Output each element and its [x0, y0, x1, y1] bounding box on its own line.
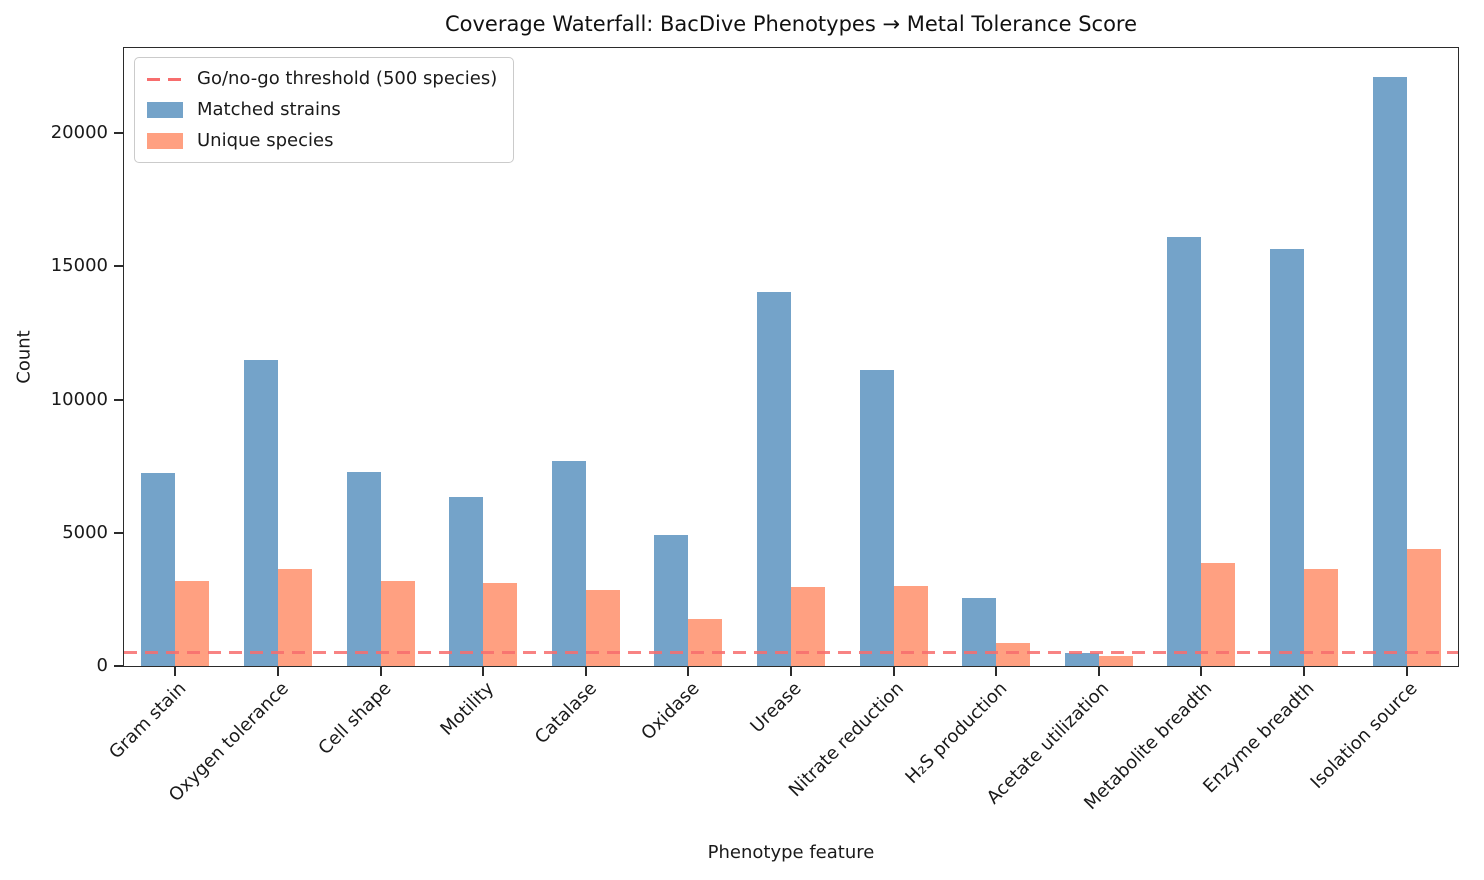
bar-matched-strains: [1270, 249, 1304, 666]
legend-label-unique-species: Unique species: [197, 130, 334, 151]
bar-unique-species: [585, 590, 620, 666]
threshold-line: [124, 651, 1458, 655]
bar-matched-strains: [243, 359, 278, 666]
y-tick-label: 10000: [50, 388, 108, 410]
y-tick-label: 15000: [50, 255, 108, 277]
bar-group: Gram stain: [105, 48, 227, 763]
bar-matched-strains: [1372, 77, 1407, 666]
legend-item-unique-species: Unique species: [147, 130, 497, 152]
bar-group: Nitrate reduction: [785, 48, 945, 801]
x-tick-label: Cell shape: [314, 678, 396, 760]
x-tick-label: Enzyme breadth: [1199, 678, 1319, 798]
y-tick-mark: [114, 665, 123, 667]
x-tick-mark: [1200, 667, 1203, 676]
y-tick-mark: [114, 531, 123, 534]
bar-matched-strains: [756, 291, 791, 666]
bar-group: Isolation source: [1306, 48, 1458, 793]
bar-matched-strains: [1167, 237, 1202, 666]
x-tick-label: Gram stain: [104, 678, 191, 764]
matched-strains-swatch: [147, 102, 183, 118]
y-tick-label: 20000: [50, 122, 108, 144]
bar-unique-species: [688, 619, 723, 666]
x-tick-label: Oxidase: [636, 678, 704, 745]
x-tick-mark: [584, 667, 587, 676]
bar-matched-strains: [141, 472, 176, 666]
x-tick-label: Motility: [436, 678, 498, 740]
y-tick-mark: [114, 265, 123, 268]
bar-group: Acetate utilization: [983, 48, 1150, 808]
x-tick-mark: [789, 667, 792, 676]
bar-group: Catalase: [530, 48, 637, 748]
x-tick-mark: [174, 667, 177, 676]
bar-matched-strains: [1064, 653, 1099, 666]
legend: Go/no-go threshold (500 species) Matched…: [134, 57, 515, 163]
y-tick-mark: [114, 132, 123, 135]
bar-group: Metabolite breadth: [1080, 48, 1253, 814]
bar-matched-strains: [654, 535, 689, 666]
unique-species-swatch: [147, 133, 183, 149]
x-tick-label: Catalase: [530, 678, 601, 749]
x-tick-mark: [276, 667, 279, 676]
bar-matched-strains: [859, 370, 894, 666]
x-tick-mark: [892, 667, 895, 676]
x-tick-label: Nitrate reduction: [785, 678, 909, 802]
threshold-line-swatch: [147, 77, 183, 81]
chart-title: Coverage Waterfall: BacDive Phenotypes →…: [444, 12, 1138, 36]
bar-unique-species: [1201, 563, 1236, 666]
bar-unique-species: [790, 587, 825, 666]
y-tick-label: 0: [96, 655, 108, 676]
bar-unique-species: [996, 643, 1031, 666]
bar-matched-strains: [449, 496, 484, 666]
y-tick-label: 5000: [62, 521, 108, 543]
x-tick-mark: [1405, 667, 1408, 676]
bar-matched-strains: [962, 598, 997, 666]
legend-label-threshold: Go/no-go threshold (500 species): [197, 68, 498, 89]
bar-matched-strains: [346, 471, 381, 666]
x-tick-mark: [379, 667, 382, 676]
x-tick-mark: [995, 667, 998, 676]
x-tick-mark: [1303, 667, 1305, 676]
x-tick-mark: [482, 667, 485, 676]
legend-item-matched-strains: Matched strains: [147, 99, 497, 121]
legend-item-threshold: Go/no-go threshold (500 species): [147, 68, 497, 90]
bar-unique-species: [1098, 655, 1133, 666]
bar-group: H₂S production: [901, 48, 1048, 788]
bar-group: Enzyme breadth: [1200, 48, 1356, 797]
bar-unique-species: [1304, 568, 1338, 666]
legend-label-matched-strains: Matched strains: [197, 99, 341, 120]
bar-matched-strains: [551, 460, 586, 666]
x-tick-label: Isolation source: [1306, 678, 1422, 794]
y-tick-mark: [114, 398, 123, 401]
bar-unique-species: [277, 568, 312, 666]
plot-area: Gram stain Oxygen tolerance Cell shape Moti…: [51, 47, 1459, 814]
x-tick-mark: [1097, 667, 1100, 676]
bar-group: Oxidase: [637, 48, 740, 744]
x-axis-label: Phenotype feature: [707, 842, 875, 863]
x-tick-label: H₂S production: [901, 678, 1012, 788]
bar-group: Urease: [740, 48, 843, 737]
x-tick-mark: [687, 667, 690, 676]
x-tick-label: Urease: [746, 678, 806, 738]
bar-group: Oxygen tolerance: [165, 48, 330, 806]
y-axis-label: Count: [13, 330, 35, 384]
bar-unique-species: [1406, 548, 1441, 666]
